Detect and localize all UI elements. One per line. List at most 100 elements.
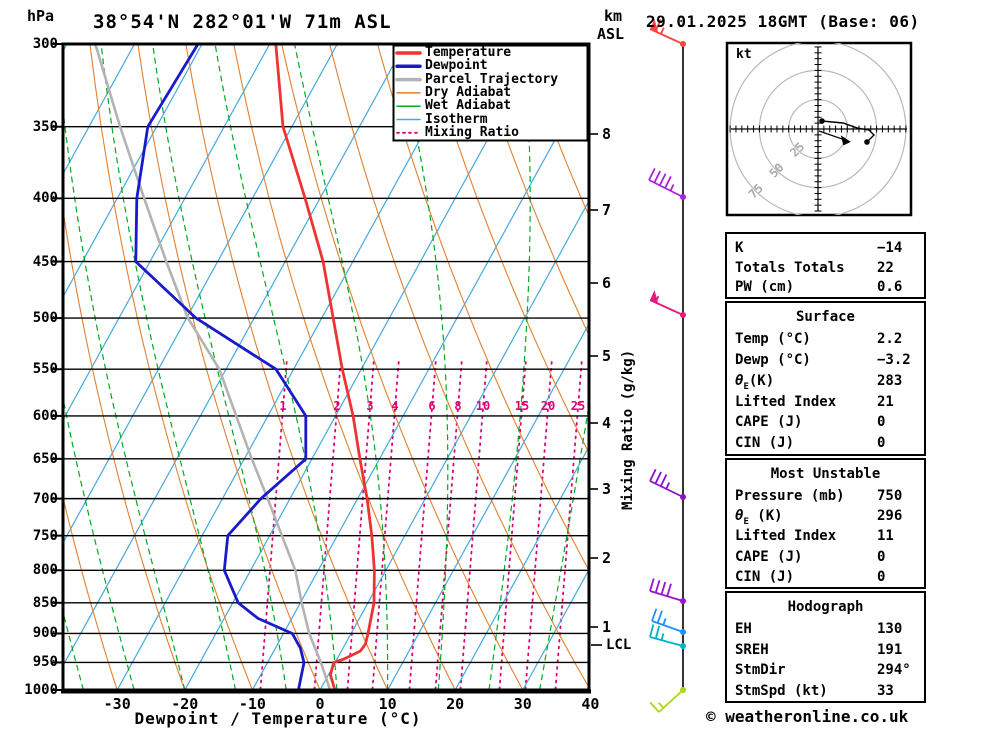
stat-row: Totals Totals 22 (727, 258, 924, 278)
stat-label: Temp (°C) (735, 331, 811, 347)
mixing-ratio-value-label: 10 (475, 399, 491, 413)
temperature-tick-label: 0 (315, 695, 325, 713)
pressure-axis-unit: hPa (27, 7, 55, 25)
legend-label: Parcel Trajectory (425, 71, 559, 87)
temperature-tick-label: 10 (378, 695, 397, 713)
km-tick-label: 5 (602, 347, 612, 365)
storm-motion-arrowhead (840, 135, 851, 146)
mixing-ratio-value-label: 2 (333, 399, 341, 413)
stat-row: Dewp (°C) −3.2 (727, 350, 924, 370)
legend-label: Temperature (425, 45, 512, 60)
stat-value: −14 (877, 240, 903, 256)
stats-panel-most-unstable: Most Unstable Pressure (mb) 750 θE (K) 296 Li… (725, 458, 926, 589)
stat-row: SREH 191 (727, 640, 924, 660)
mixing-ratio-value-label: 20 (540, 399, 556, 413)
pressure-tick-label: 700 (32, 490, 58, 507)
mixing-ratio-value-label: 3 (366, 399, 374, 413)
stat-row: Temp (°C) 2.2 (727, 329, 924, 349)
stat-value: 130 (877, 621, 903, 637)
km-tick-label: 8 (602, 125, 612, 143)
temperature-tick-label: -20 (171, 695, 199, 713)
mixing-ratio-value-label: 8 (454, 399, 462, 413)
mixing-ratio-value-label: 4 (391, 399, 399, 413)
run-datetime: 29.01.2025 18GMT (Base: 06) (646, 12, 920, 31)
stat-label: EH (735, 621, 752, 637)
isotherm-line (319, 199, 589, 690)
stat-label: Dewp (°C) (735, 351, 811, 368)
isotherm-line (522, 568, 589, 690)
dry-adiabat-line (472, 44, 589, 337)
temperature-tick-label: 20 (446, 695, 465, 713)
stat-label: θE(K) (735, 372, 775, 392)
pressure-tick-label: 500 (32, 310, 58, 327)
wind-barb-925hpa (649, 624, 686, 649)
stat-value: 0 (877, 548, 886, 565)
wet-adiabat-line (590, 35, 730, 690)
stat-row: θE (K) 296 (727, 506, 924, 527)
stat-row: K −14 (727, 238, 924, 258)
mixing-ratio-value-label: 1 (279, 399, 287, 413)
stats-panel-hodograph: Hodograph EH 130 SREH 191 StmDir 294° StmSpd (k… (725, 591, 926, 703)
wet-adiabat-line (293, 44, 389, 690)
parcel-trajectory-curve (94, 44, 332, 690)
stat-value: 0 (877, 414, 886, 431)
pressure-tick-label: 600 (32, 407, 58, 424)
mixing-ratio-line (259, 361, 288, 690)
km-tick-label: 4 (602, 414, 612, 432)
km-tick-label: 6 (602, 274, 612, 292)
stats-panel-indices: K −14 Totals Totals 22 PW (cm) 0.6 (725, 232, 926, 299)
mixing-ratio-axis-label: Mixing Ratio (g/kg) (620, 349, 636, 510)
stat-value: 283 (877, 372, 903, 389)
wind-barb-400hpa (648, 167, 686, 200)
dry-adiabat-line (63, 495, 118, 690)
pressure-tick-label: 450 (32, 253, 58, 270)
wind-barb-500hpa (649, 289, 686, 318)
legend-label: Dry Adiabat (425, 84, 512, 100)
km-tick-label: 1 (602, 618, 612, 636)
stat-label: CIN (J) (735, 568, 795, 585)
wind-barb-1000hpa (649, 687, 686, 713)
temperature-tick-label: 30 (513, 695, 532, 713)
pressure-tick-label: 300 (32, 36, 58, 52)
panel-title: Most Unstable (770, 466, 881, 482)
legend-label: Wet Adiabat (425, 98, 512, 114)
mixing-ratio-value-label: 25 (570, 399, 586, 413)
mixing-ratio-line (346, 361, 375, 690)
stat-row: CIN (J) 0 (727, 567, 924, 587)
stat-value: −3.2 (877, 351, 911, 368)
pressure-tick-label: 950 (32, 654, 58, 671)
wet-adiabat-line (397, 44, 449, 690)
stat-row: StmSpd (kt) 33 (727, 681, 924, 701)
mixing-ratio-line (498, 361, 527, 690)
dry-adiabat-line (424, 44, 589, 455)
km-tick-label: 2 (602, 549, 612, 567)
stat-value: 296 (877, 508, 903, 525)
stat-row: EH 130 (727, 619, 924, 639)
hodograph-unit-label: kt (736, 47, 752, 62)
km-axis-unit: km (604, 7, 623, 25)
pressure-tick-label: 350 (32, 118, 58, 135)
stat-row: CIN (J) 0 (727, 433, 924, 453)
pressure-tick-label: 800 (32, 562, 58, 579)
stat-label: K (735, 240, 744, 256)
stat-label: Totals Totals (735, 259, 845, 276)
stat-label: CAPE (J) (735, 548, 803, 565)
pressure-tick-label: 900 (32, 625, 58, 642)
stat-label: Lifted Index (735, 393, 837, 410)
stat-value: 750 (877, 488, 903, 504)
page-title: 38°54'N 282°01'W 71m ASL (93, 11, 392, 33)
stat-row: CAPE (J) 0 (727, 412, 924, 432)
stat-row: Lifted Index 11 (727, 526, 924, 546)
stat-value: 294° (877, 662, 911, 678)
lcl-label: LCL (606, 637, 632, 653)
isotherm-line (454, 445, 589, 690)
panel-title: Surface (795, 309, 855, 325)
stat-label: PW (cm) (735, 279, 795, 296)
stats-panel-surface: Surface Temp (°C) 2.2 Dewp (°C) −3.2 θE(K) 283… (725, 301, 926, 456)
temperature-curve (274, 44, 376, 690)
wet-adiabat-line (63, 104, 186, 690)
legend-label: Mixing Ratio (425, 124, 519, 140)
